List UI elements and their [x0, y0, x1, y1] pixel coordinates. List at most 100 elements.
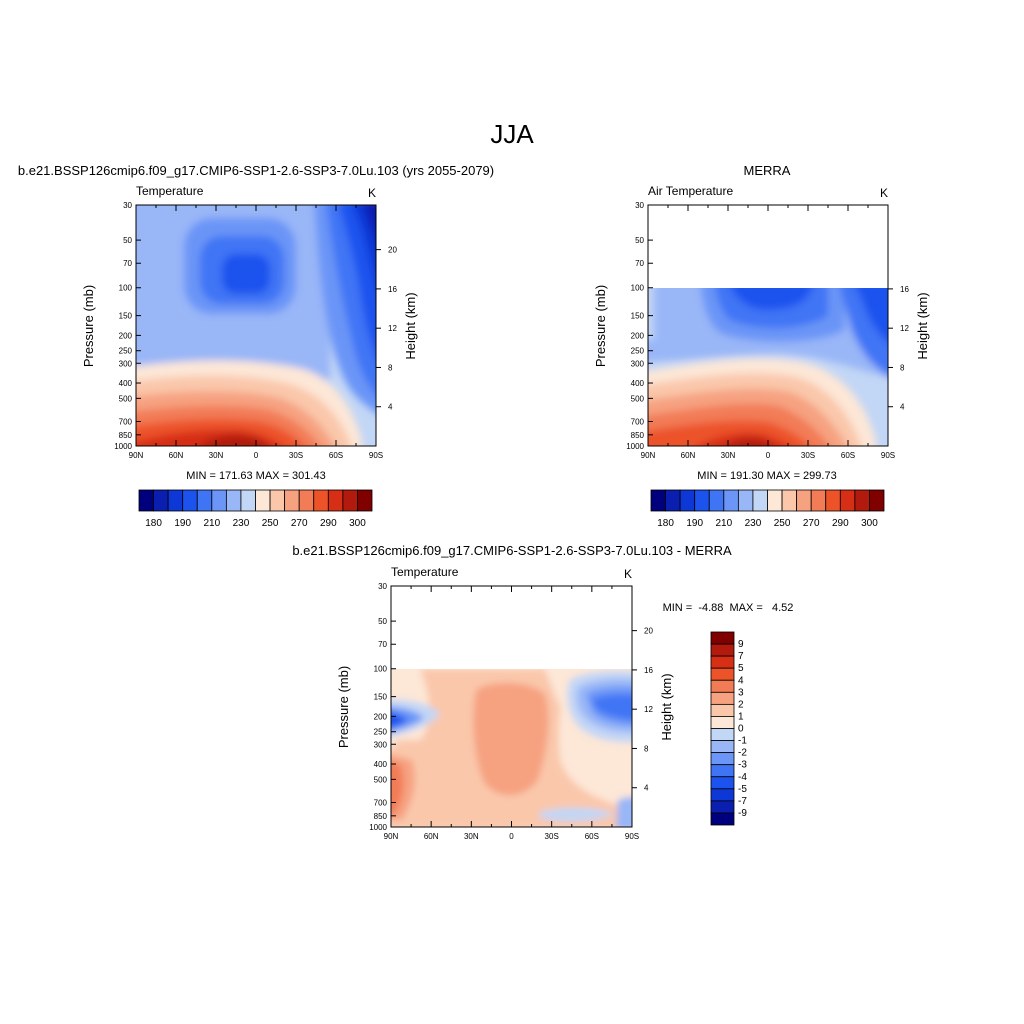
colorbar-swatch — [357, 489, 373, 512]
y2-axis-label: Height (km) — [403, 292, 418, 359]
y-tick-label: 700 — [119, 417, 133, 426]
panel-model-stats: MIN = 171.63 MAX = 301.43 — [186, 470, 325, 482]
colorbar-swatch — [710, 812, 735, 826]
y2-tick-label: 16 — [900, 285, 909, 294]
y-tick-label: 850 — [119, 431, 133, 440]
x-tick-label: 30N — [721, 451, 736, 460]
panel-merra-plot: 30 50 70 100 150 200 250 300 400 500 700 850 100090N… — [593, 201, 930, 482]
panel-model-plot: 305070100150200250300400500700850100090N… — [81, 201, 418, 482]
y-tick-label: 250 — [119, 347, 133, 356]
colorbar-swatch — [710, 776, 735, 790]
panel-model-colorbar: 180 190 210 230 250 270 290 300 — [138, 489, 373, 529]
y-axis-label: Pressure (mb) — [336, 666, 351, 748]
colorbar-label: -5 — [738, 784, 747, 795]
y-tick-label: 700 — [631, 417, 645, 426]
y-tick-label: 300 — [631, 359, 645, 368]
panel-diff-variable: Temperature — [391, 565, 459, 579]
y2-tick-label: 4 — [388, 403, 393, 412]
colorbar-swatch — [839, 489, 856, 512]
colorbar-swatch — [710, 764, 735, 778]
panel-merra: MERRA Air Temperature K — [593, 163, 930, 529]
y2-tick-label: 12 — [388, 324, 397, 333]
panel-diff: b.e21.BSSP126cmip6.f09_g17.CMIP6-SSP1-2.… — [292, 543, 793, 841]
y2-tick-label: 20 — [388, 246, 397, 255]
colorbar-swatch — [284, 489, 300, 512]
y2-tick-label: 16 — [644, 666, 653, 675]
y-tick-label: 500 — [631, 394, 645, 403]
colorbar-label: -4 — [738, 772, 747, 783]
contour-band — [731, 288, 812, 310]
y-tick-label: 700 — [374, 798, 388, 807]
colorbar-swatch — [255, 489, 271, 512]
contour-band — [616, 797, 632, 827]
panel-model-case-title: b.e21.BSSP126cmip6.f09_g17.CMIP6-SSP1-2.… — [18, 163, 494, 178]
colorbar-label: -7 — [738, 796, 747, 807]
panel-merra-contours — [648, 288, 888, 446]
colorbar-label: 270 — [803, 518, 820, 529]
y-tick-label: 100 — [119, 284, 133, 293]
x-tick-label: 30S — [289, 451, 303, 460]
colorbar-swatch — [710, 800, 735, 814]
colorbar-swatch — [710, 788, 735, 802]
y-tick-label: 100 — [374, 665, 388, 674]
colorbar-swatch — [710, 679, 735, 693]
colorbar-swatch — [694, 489, 710, 512]
colorbar-swatch — [710, 728, 735, 741]
y-tick-label: 30 — [378, 582, 387, 591]
x-tick-label: 60S — [585, 832, 599, 841]
y-tick-label: 50 — [378, 617, 387, 626]
y-tick-label: 400 — [374, 760, 388, 769]
colorbar-label: 180 — [657, 518, 674, 529]
colorbar-swatch — [869, 489, 885, 512]
colorbar-swatch — [225, 489, 242, 512]
x-tick-label: 30N — [209, 451, 224, 460]
colorbar-swatch — [153, 489, 169, 512]
contour-band — [727, 438, 771, 446]
y-tick-label: 850 — [631, 431, 645, 440]
colorbar-label: 5 — [738, 663, 744, 674]
y-tick-label: 1000 — [369, 823, 387, 832]
colorbar-label: -1 — [738, 736, 747, 747]
colorbar-label: 210 — [715, 518, 732, 529]
colorbar-swatch — [710, 655, 735, 669]
colorbar-swatch — [269, 489, 286, 512]
colorbar-swatch — [854, 489, 870, 512]
contour-band — [592, 694, 632, 720]
contour-band — [473, 682, 549, 796]
colorbar-swatch — [710, 667, 735, 681]
colorbar-swatch — [825, 489, 841, 512]
colorbar-swatch — [710, 643, 735, 657]
colorbar-label: 300 — [861, 518, 878, 529]
contour-band — [352, 205, 376, 286]
y-tick-label: 150 — [374, 693, 388, 702]
y-tick-label: 250 — [631, 347, 645, 356]
y2-tick-label: 4 — [644, 784, 649, 793]
y-tick-label: 30 — [123, 201, 132, 210]
panel-merra-colorbar: 180 190 210 230 250 270 290 300 — [650, 489, 885, 529]
y-tick-label: 400 — [631, 379, 645, 388]
panel-diff-plot: 305070100150200250300400500700850100090N… — [336, 582, 793, 841]
y-tick-label: 70 — [635, 259, 644, 268]
x-tick-label: 90N — [641, 451, 656, 460]
colorbar-label: 230 — [233, 518, 250, 529]
y-tick-label: 50 — [635, 236, 644, 245]
colorbar-swatch — [679, 489, 696, 512]
y-tick-label: 300 — [374, 740, 388, 749]
colorbar-swatch — [810, 489, 827, 512]
figure-title: JJA — [490, 119, 534, 149]
y-axis-label: Pressure (mb) — [593, 285, 608, 367]
colorbar-swatch — [196, 489, 213, 512]
panel-merra-variable: Air Temperature — [648, 184, 733, 198]
colorbar-label: 210 — [203, 518, 220, 529]
colorbar-label: 9 — [738, 639, 744, 650]
y-tick-label: 1000 — [626, 442, 644, 451]
colorbar-label: 1 — [738, 711, 744, 722]
y2-tick-label: 4 — [900, 403, 905, 412]
y2-tick-label: 8 — [900, 363, 905, 372]
panel-model-contours — [136, 205, 376, 446]
y-axis-label: Pressure (mb) — [81, 285, 96, 367]
panel-merra-case-title: MERRA — [744, 163, 791, 178]
colorbar-swatch — [710, 703, 735, 717]
y-tick-label: 1000 — [114, 442, 132, 451]
y-tick-label: 100 — [631, 284, 645, 293]
